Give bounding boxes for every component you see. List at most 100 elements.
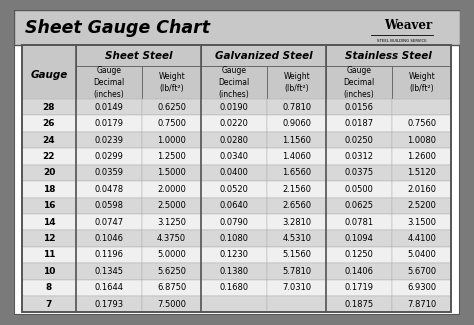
Text: 0.0500: 0.0500 bbox=[345, 185, 374, 194]
Bar bbox=[76, 198, 142, 214]
Text: 0.0790: 0.0790 bbox=[219, 218, 249, 227]
Bar bbox=[267, 263, 326, 280]
Text: 0.0598: 0.0598 bbox=[95, 201, 124, 210]
Bar bbox=[326, 230, 392, 247]
Bar bbox=[326, 263, 392, 280]
Bar bbox=[392, 115, 451, 132]
Bar bbox=[22, 148, 76, 165]
Bar bbox=[267, 66, 326, 99]
Text: 1.6560: 1.6560 bbox=[282, 168, 311, 177]
Bar bbox=[142, 263, 201, 280]
Text: Stainless Steel: Stainless Steel bbox=[346, 51, 432, 61]
Bar bbox=[201, 230, 267, 247]
Bar bbox=[392, 280, 451, 296]
Bar bbox=[201, 263, 267, 280]
Bar bbox=[76, 280, 142, 296]
Text: 0.1196: 0.1196 bbox=[95, 251, 124, 259]
Text: 8: 8 bbox=[46, 283, 52, 292]
Bar bbox=[142, 296, 201, 312]
Text: 0.1094: 0.1094 bbox=[345, 234, 374, 243]
Text: 0.0625: 0.0625 bbox=[345, 201, 374, 210]
Text: Gauge
Decimal
(inches): Gauge Decimal (inches) bbox=[219, 66, 250, 99]
Bar bbox=[76, 214, 142, 230]
Text: 0.1875: 0.1875 bbox=[345, 300, 374, 309]
Bar bbox=[22, 181, 76, 198]
Text: 5.0000: 5.0000 bbox=[157, 251, 186, 259]
Text: 7.0310: 7.0310 bbox=[282, 283, 311, 292]
Text: 2.1560: 2.1560 bbox=[282, 185, 311, 194]
Bar bbox=[392, 99, 451, 115]
Bar bbox=[142, 165, 201, 181]
Text: 0.1345: 0.1345 bbox=[95, 267, 124, 276]
Text: 0.1250: 0.1250 bbox=[345, 251, 374, 259]
Bar bbox=[142, 214, 201, 230]
Text: 0.0187: 0.0187 bbox=[345, 119, 374, 128]
Bar bbox=[326, 115, 392, 132]
Text: 0.0149: 0.0149 bbox=[95, 103, 124, 112]
Bar bbox=[22, 247, 76, 263]
Text: Weaver: Weaver bbox=[384, 19, 432, 32]
Bar bbox=[142, 99, 201, 115]
Bar bbox=[326, 296, 392, 312]
Bar bbox=[392, 148, 451, 165]
Bar bbox=[76, 46, 201, 66]
Text: Weight
(lb/ft²): Weight (lb/ft²) bbox=[408, 72, 435, 93]
Text: 0.1080: 0.1080 bbox=[219, 234, 249, 243]
Text: 12: 12 bbox=[43, 234, 55, 243]
Text: 0.1230: 0.1230 bbox=[219, 251, 249, 259]
Bar bbox=[326, 148, 392, 165]
Bar bbox=[142, 230, 201, 247]
Text: 3.1500: 3.1500 bbox=[407, 218, 436, 227]
Bar bbox=[392, 66, 451, 99]
Text: 1.4060: 1.4060 bbox=[282, 152, 311, 161]
Bar bbox=[22, 263, 76, 280]
Text: 0.0640: 0.0640 bbox=[219, 201, 249, 210]
Text: Sheet Gauge Chart: Sheet Gauge Chart bbox=[26, 19, 210, 37]
Text: 7.5000: 7.5000 bbox=[157, 300, 186, 309]
Bar bbox=[22, 165, 76, 181]
Text: Gauge
Decimal
(inches): Gauge Decimal (inches) bbox=[344, 66, 375, 99]
Bar bbox=[267, 214, 326, 230]
Text: 1.0080: 1.0080 bbox=[407, 136, 436, 145]
Bar bbox=[392, 263, 451, 280]
Bar bbox=[76, 181, 142, 198]
Text: 26: 26 bbox=[43, 119, 55, 128]
Text: 6.9300: 6.9300 bbox=[407, 283, 436, 292]
Text: 0.0190: 0.0190 bbox=[220, 103, 249, 112]
Bar bbox=[201, 99, 267, 115]
Bar bbox=[22, 46, 451, 312]
Bar bbox=[201, 165, 267, 181]
Text: 5.7810: 5.7810 bbox=[282, 267, 311, 276]
Text: 0.1680: 0.1680 bbox=[219, 283, 249, 292]
Text: 0.6250: 0.6250 bbox=[157, 103, 186, 112]
Bar bbox=[142, 115, 201, 132]
Text: 0.0478: 0.0478 bbox=[95, 185, 124, 194]
Bar bbox=[22, 296, 76, 312]
Text: 4.5310: 4.5310 bbox=[282, 234, 311, 243]
Bar bbox=[142, 148, 201, 165]
Bar bbox=[201, 280, 267, 296]
Bar bbox=[142, 66, 201, 99]
Bar bbox=[76, 99, 142, 115]
Text: 0.1644: 0.1644 bbox=[95, 283, 124, 292]
Text: 0.0340: 0.0340 bbox=[219, 152, 249, 161]
Bar bbox=[201, 198, 267, 214]
Bar bbox=[201, 296, 267, 312]
Text: Weight
(lb/ft²): Weight (lb/ft²) bbox=[158, 72, 185, 93]
Bar bbox=[22, 99, 76, 115]
Bar bbox=[76, 230, 142, 247]
Bar bbox=[201, 214, 267, 230]
Text: 10: 10 bbox=[43, 267, 55, 276]
Text: 0.9060: 0.9060 bbox=[282, 119, 311, 128]
Bar bbox=[201, 46, 326, 66]
Text: 1.1560: 1.1560 bbox=[282, 136, 311, 145]
Bar bbox=[392, 165, 451, 181]
Text: 16: 16 bbox=[43, 201, 55, 210]
Bar bbox=[267, 148, 326, 165]
Text: Gauge
Decimal
(inches): Gauge Decimal (inches) bbox=[93, 66, 125, 99]
Text: 0.0312: 0.0312 bbox=[345, 152, 374, 161]
Text: 0.1406: 0.1406 bbox=[345, 267, 374, 276]
Text: 0.0179: 0.0179 bbox=[95, 119, 124, 128]
Bar bbox=[392, 247, 451, 263]
Text: 1.2500: 1.2500 bbox=[157, 152, 186, 161]
